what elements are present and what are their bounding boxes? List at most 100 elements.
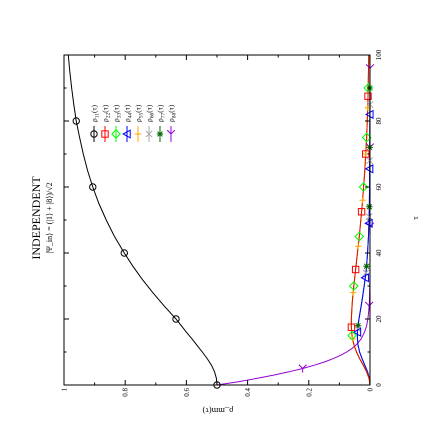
- marker-square: [357, 208, 366, 216]
- data-point-rho44: [364, 164, 374, 174]
- y-axis-title: ρ_mm(τ): [202, 406, 233, 416]
- data-point-rho22: [351, 265, 360, 274]
- marker-star: [363, 263, 370, 270]
- data-point-rho33: [348, 281, 359, 291]
- y-tick-label: 0: [367, 388, 375, 392]
- legend-entry-rho55: ρ55(τ): [134, 104, 145, 142]
- marker-diamond: [347, 330, 357, 341]
- legend-entry-rho66: ρ66(τ): [145, 104, 156, 142]
- legend: ρ11(τ)ρ22(τ)ρ33(τ)ρ44(τ)ρ55(τ)ρ66(τ)ρ77(…: [90, 104, 178, 142]
- data-point-rho77: [363, 263, 370, 270]
- marker-diamond: [363, 83, 374, 93]
- marker-triangle: [122, 129, 131, 139]
- marker-tri: [298, 364, 307, 373]
- data-point-rho33: [354, 231, 365, 242]
- data-point-rho44: [352, 327, 362, 337]
- marker-plus: [359, 197, 366, 204]
- legend-marker: [122, 129, 131, 139]
- series-line-rho11: [67, 54, 218, 386]
- marker-circle: [120, 249, 128, 257]
- data-point-rho22: [364, 92, 372, 100]
- marker-star: [354, 322, 362, 329]
- legend-entry-rho22: ρ22(τ): [101, 104, 112, 142]
- legend-label: ρ77(τ): [156, 104, 167, 122]
- marker-cross: [145, 130, 153, 138]
- x-tick-label: 0: [375, 383, 383, 387]
- legend-label: ρ66(τ): [145, 104, 156, 122]
- data-point-rho11: [89, 183, 97, 191]
- marker-star: [156, 130, 164, 138]
- data-point-rho55: [359, 197, 366, 204]
- y-tick-label: 0.8: [122, 388, 130, 397]
- marker-plus: [134, 130, 142, 138]
- marker-diamond: [348, 281, 359, 291]
- marker-circle: [89, 183, 97, 191]
- legend-label: ρ33(τ): [112, 104, 123, 122]
- marker-square: [101, 130, 109, 138]
- marker-plus: [354, 243, 362, 250]
- data-point-rho11: [72, 117, 80, 125]
- legend-label: ρ11(τ): [90, 104, 101, 122]
- marker-circle: [172, 315, 180, 323]
- marker-triangle: [364, 164, 374, 174]
- marker-triangle: [352, 327, 362, 337]
- data-point-rho88: [298, 364, 307, 373]
- legend-marker: [101, 130, 109, 138]
- marker-star: [366, 203, 373, 210]
- legend-entry-rho88: ρ88(τ): [167, 104, 178, 142]
- data-point-rho11: [172, 315, 180, 323]
- chart-subtitle: |Ψ_in⟩ = (|1⟩ + |8⟩)/√2: [45, 182, 54, 253]
- marker-circle: [72, 117, 80, 125]
- y-tick-label: 1: [61, 388, 69, 392]
- data-point-rho55: [349, 289, 357, 296]
- data-point-rho33: [363, 83, 374, 93]
- data-point-rho44: [364, 218, 373, 228]
- data-point-rho44: [360, 273, 369, 283]
- legend-marker: [166, 129, 176, 139]
- x-tick-label: 40: [375, 249, 383, 257]
- marker-plus: [349, 289, 357, 296]
- legend-marker: [111, 129, 121, 139]
- x-tick-label: 60: [375, 183, 383, 191]
- data-point-rho77: [366, 203, 373, 210]
- data-point-rho77: [354, 322, 362, 329]
- data-point-rho11: [120, 249, 128, 257]
- series-layer: [67, 54, 371, 386]
- data-point-rho33: [347, 330, 357, 341]
- legend-entry-rho33: ρ33(τ): [111, 104, 123, 142]
- legend-marker: [134, 130, 142, 138]
- data-point-rho55: [354, 243, 362, 250]
- marker-diamond: [354, 231, 365, 242]
- legend-marker: [145, 130, 153, 138]
- marker-square: [364, 92, 372, 100]
- legend-label: ρ44(τ): [123, 104, 134, 122]
- marker-tri: [166, 129, 176, 139]
- marker-square: [351, 265, 360, 274]
- legend-marker: [156, 130, 164, 138]
- x-tick-label: 100: [375, 49, 383, 60]
- x-tick-label: 80: [375, 117, 383, 125]
- legend-label: ρ55(τ): [134, 104, 145, 122]
- marker-circle: [90, 130, 98, 138]
- marker-diamond: [111, 129, 121, 139]
- marker-cross: [365, 213, 373, 221]
- data-point-rho22: [357, 208, 366, 216]
- legend-label: ρ22(τ): [101, 104, 112, 122]
- marker-triangle: [364, 218, 373, 228]
- legend-marker: [90, 130, 98, 138]
- y-tick-label: 0.2: [305, 388, 313, 397]
- x-axis-title: τ: [410, 216, 420, 220]
- legend-entry-rho44: ρ44(τ): [122, 104, 134, 142]
- data-point-rho22: [347, 323, 356, 331]
- marker-triangle: [360, 273, 369, 283]
- marker-square: [347, 323, 356, 331]
- legend-label: ρ88(τ): [167, 104, 178, 122]
- data-point-rho33: [361, 132, 372, 143]
- chart-title: INDEPENDENT: [29, 176, 43, 260]
- data-point-rho66: [365, 213, 373, 221]
- legend-entry-rho77: ρ77(τ): [156, 104, 167, 142]
- axis-layer: 0 20 40 60 80 100 0 0.2 0.4 0.6 0.8 1: [61, 49, 384, 397]
- y-tick-label: 0.6: [183, 388, 191, 397]
